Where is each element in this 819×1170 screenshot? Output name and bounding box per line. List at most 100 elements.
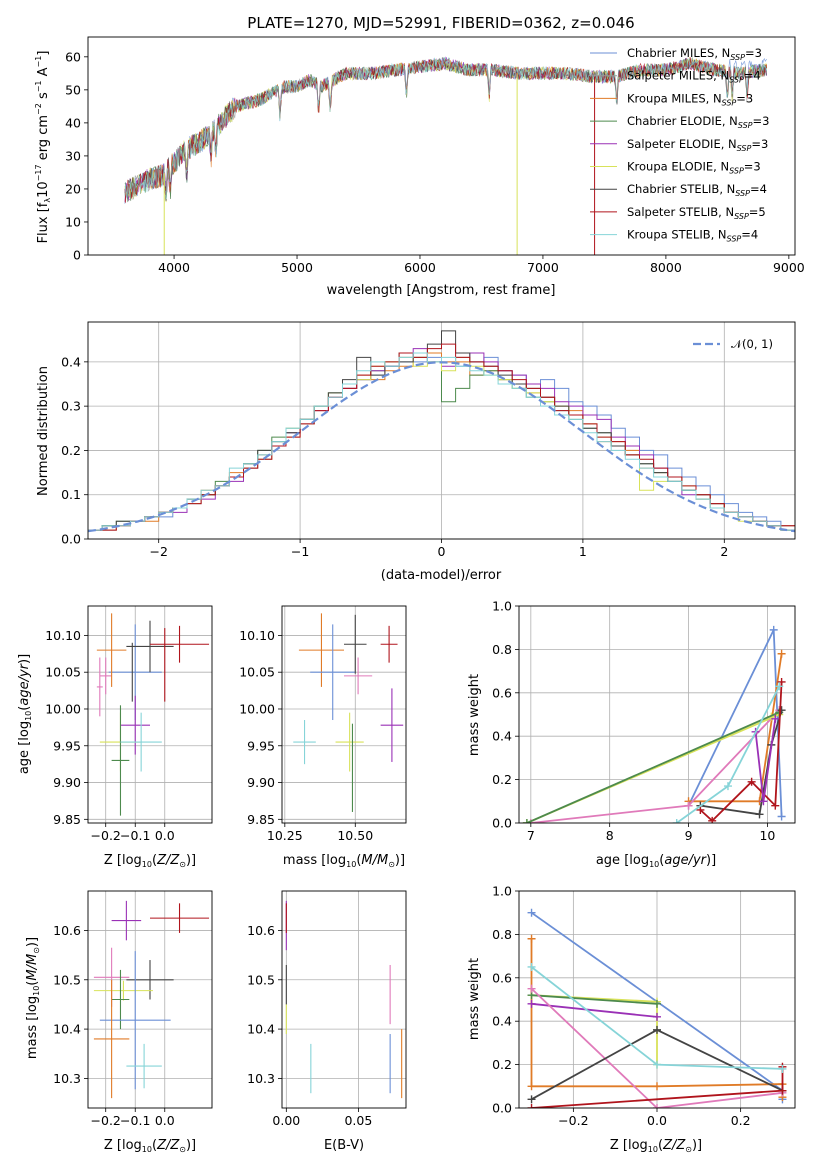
weight-marker-chabrier_elodie [653, 999, 661, 1008]
legend-label-kroupa_stelib: Kroupa STELIB, NSSP=4 [627, 228, 758, 244]
weight-line-chabrier_stelib [700, 709, 783, 816]
y-tick-label: 0.0 [61, 532, 81, 547]
y-tick-label: 10 [65, 214, 81, 229]
y-tick-label: 9.95 [53, 738, 81, 753]
x-tick-label: 0.0 [155, 828, 175, 843]
x-tick-label: −0.2 [558, 1113, 588, 1128]
weight-marker-chabrier_miles [527, 908, 536, 917]
errorbars [93, 900, 210, 1099]
weight-marker-salpeter_stelib [771, 801, 780, 810]
spectrum-title: PLATE=1270, MJD=52991, FIBERID=0362, z=0… [247, 14, 634, 32]
residuals-ylabel: Normed distribution [36, 366, 51, 496]
x-tick-label: −0.2 [91, 1113, 121, 1128]
legend-label-normal: 𝒩(0, 1) [731, 337, 773, 351]
weight-marker-pink [527, 984, 536, 993]
legend-label-kroupa_elodie: Kroupa ELODIE, NSSP=3 [627, 160, 761, 176]
mass-vs-ebv-panel: 0.00 0.05 10.3 10.4 10.5 10.6 [247, 890, 407, 1128]
x-tick-label: 6000 [404, 260, 436, 275]
mass-z-xlabel: Z [log10(Z/Z⊙)] [104, 1138, 196, 1154]
weight-lines [522, 625, 786, 823]
weight-marker-kroupa_miles [777, 649, 786, 658]
y-tick-label: 10.5 [247, 972, 275, 987]
weight-marker-pink [653, 1104, 661, 1108]
y-tick-label: 9.85 [247, 812, 275, 827]
x-tick-label: 7000 [527, 260, 559, 275]
legend-label-salpeter_miles: Salpeter MILES, NSSP=4 [627, 69, 761, 85]
age-vs-mass-panel: 10.25 10.50 9.85 9.90 9.95 10.00 10.05 10.10 [239, 605, 407, 843]
y-tick-label: 10.3 [247, 1071, 275, 1086]
y-tick-label: 10.4 [53, 1022, 81, 1037]
x-tick-label: 0.00 [272, 1113, 300, 1128]
weight-marker-kroupa_stelib [778, 1064, 787, 1073]
x-tick-label: 8000 [650, 260, 682, 275]
x-tick-label: 0.0 [647, 1113, 667, 1128]
legend-label-chabrier_miles: Chabrier MILES, NSSP=3 [627, 46, 762, 62]
y-tick-label: 50 [65, 82, 81, 97]
y-tick-label: 10.05 [45, 665, 81, 680]
age-mass-xlabel: mass [log10(M/M⊙)] [283, 853, 405, 869]
y-tick-label: 10.00 [45, 701, 81, 716]
x-tick-label: 9000 [773, 260, 805, 275]
y-tick-label: 0.4 [492, 729, 512, 744]
legend-label-chabrier_elodie: Chabrier ELODIE, NSSP=3 [627, 114, 769, 130]
spectrum-line-kroupa_stelib [124, 57, 767, 200]
normal-curve [88, 361, 795, 533]
weight-marker-chabrier_stelib [527, 1095, 536, 1104]
weight-marker-chabrier_miles [777, 812, 786, 821]
x-tick-label: 10.25 [267, 828, 303, 843]
errorbars [96, 613, 210, 816]
weight-marker-kroupa_miles [527, 1082, 536, 1091]
y-tick-label: 10.05 [239, 665, 275, 680]
weight-marker-salpeter_stelib [696, 805, 705, 814]
residuals-panel: −2 −1 0 1 2 0.0 0.1 0.2 0.3 0.4 𝒩(0, 1) [61, 321, 796, 559]
x-tick-label: 0.0 [155, 1113, 175, 1128]
residuals-xlabel: (data-model)/error [381, 568, 502, 583]
x-tick-label: 10 [759, 828, 775, 843]
legend-label-kroupa_miles: Kroupa MILES, NSSP=3 [627, 91, 753, 107]
weight-marker-kroupa_stelib [527, 962, 536, 971]
weight-marker-chabrier_stelib [777, 706, 786, 715]
y-tick-label: 0.8 [492, 927, 512, 942]
weight-marker-chabrier_stelib [755, 810, 764, 819]
weight-line-pink [530, 987, 783, 1108]
x-tick-label: −0.1 [120, 1113, 150, 1128]
x-tick-label: −0.1 [120, 828, 150, 843]
x-tick-label: 0.2 [731, 1113, 751, 1128]
x-tick-label: 7 [527, 828, 535, 843]
x-tick-label: 0 [438, 544, 446, 559]
x-tick-label: 4000 [158, 260, 190, 275]
x-tick-label: −0.2 [91, 828, 121, 843]
y-tick-label: 0.2 [61, 443, 81, 458]
weight-marker-kroupa_stelib [653, 1060, 661, 1069]
x-tick-label: 2 [720, 544, 728, 559]
weight-marker-salpeter_elodie [653, 1012, 661, 1021]
x-tick-label: −1 [291, 544, 309, 559]
axes-frame [87, 890, 213, 1109]
legend-label-chabrier_stelib: Chabrier STELIB, NSSP=4 [627, 182, 767, 198]
axes-frame [518, 605, 796, 824]
y-tick-label: 0.4 [61, 354, 81, 369]
y-tick-label: 40 [65, 115, 81, 130]
weight-z-xlabel: Z [log10(Z/Z⊙)] [610, 1138, 702, 1154]
y-tick-label: 10.6 [53, 923, 81, 938]
y-tick-label: 0.6 [492, 970, 512, 985]
legend-label-salpeter_stelib: Salpeter STELIB, NSSP=5 [627, 205, 766, 221]
mass-z-ylabel: mass [log10(M/M⊙)] [25, 937, 41, 1059]
y-tick-label: 0.4 [492, 1014, 512, 1029]
y-tick-label: 9.90 [53, 775, 81, 790]
y-tick-label: 0.0 [492, 1101, 512, 1116]
y-tick-label: 10.3 [53, 1071, 81, 1086]
y-tick-label: 1.0 [492, 884, 512, 899]
y-tick-label: 10.5 [53, 972, 81, 987]
weight-marker-kroupa_miles [527, 934, 536, 943]
age-z-ylabel: age [log10(age/yr)] [17, 654, 33, 774]
weight-marker-kroupa_stelib [775, 682, 784, 691]
weight-marker-salpeter_elodie [771, 714, 780, 723]
spectrum-ylabel: Flux [fλ10−17 erg cm−2 s−1 A−1] [34, 51, 52, 244]
y-tick-label: 0.2 [492, 772, 512, 787]
weight-marker-chabrier_stelib [653, 1025, 661, 1034]
y-tick-label: 9.95 [247, 738, 275, 753]
residual-steps [88, 330, 795, 533]
mass-ebv-xlabel: E(B-V) [324, 1138, 364, 1153]
